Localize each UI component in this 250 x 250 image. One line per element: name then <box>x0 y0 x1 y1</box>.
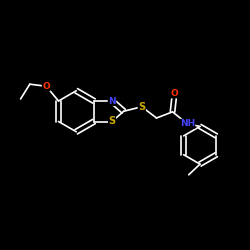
Text: NH: NH <box>180 119 195 128</box>
Text: O: O <box>42 82 50 91</box>
Text: S: S <box>138 102 145 112</box>
Text: O: O <box>171 89 178 98</box>
Text: S: S <box>108 116 116 126</box>
Text: N: N <box>108 96 116 106</box>
